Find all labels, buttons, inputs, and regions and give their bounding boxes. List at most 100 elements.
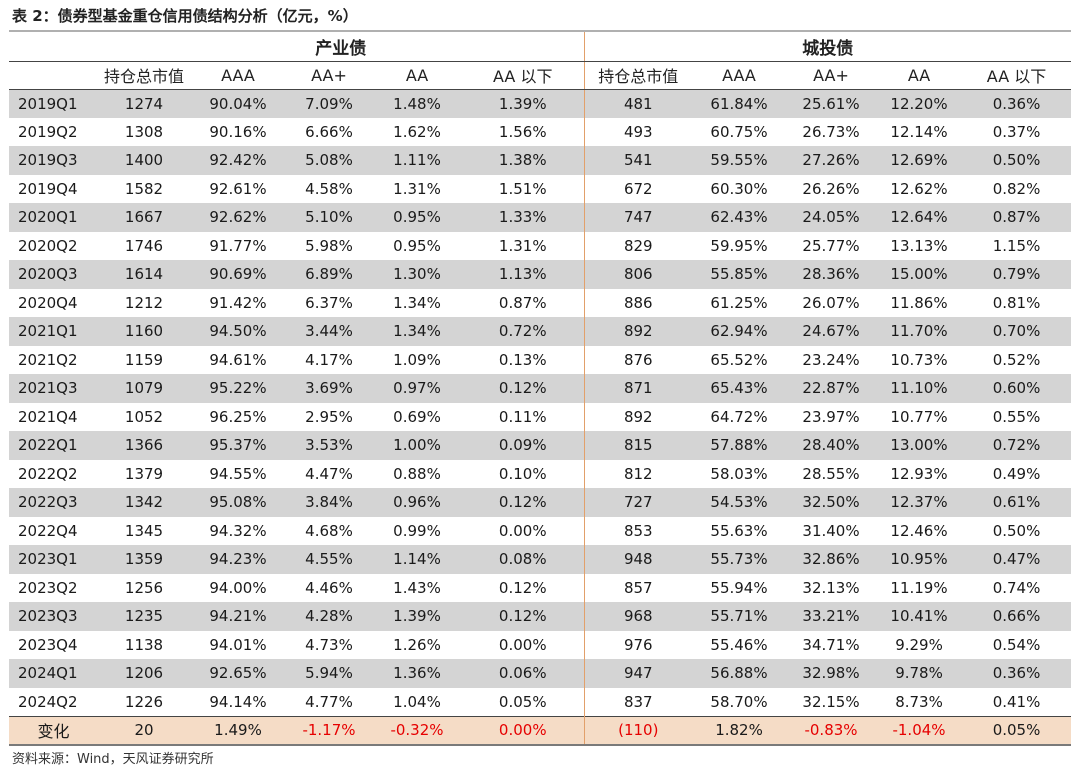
table-cell: 59.55% (692, 146, 787, 175)
table-cell: 94.61% (209, 350, 267, 369)
change-cell: 0.00% (462, 715, 585, 746)
table-cell: 0.36% (962, 659, 1072, 688)
table-cell: 3.44% (286, 317, 372, 346)
table-cell: 11.70% (876, 317, 963, 346)
table-cell: 22.87% (786, 374, 877, 403)
table-cell: 94.50% (190, 317, 286, 346)
table-cell: 948 (583, 545, 693, 574)
table-row: 2019Q3 1400 92.42% 5.08% 1.11% 1.38% 541 59.55%… (9, 146, 1072, 175)
table-cell: 94.00% (209, 578, 267, 597)
period-cell: 2020Q4 (18, 293, 78, 312)
table-cell: 0.95% (372, 203, 462, 232)
table-cell: 1.43% (393, 578, 441, 597)
period-cell: 2019Q4 (18, 179, 78, 198)
period-cell: 2020Q1 (9, 203, 98, 232)
table-cell: 94.01% (209, 635, 267, 654)
table-cell: 90.04% (190, 89, 286, 118)
table-cell: 0.55% (992, 407, 1041, 426)
table-cell: 25.61% (786, 89, 877, 118)
column-header: 持仓总市值 (583, 61, 693, 90)
table-title: 表 2：债券型基金重仓信用债结构分析（亿元，%） (12, 7, 358, 25)
table-row: 2019Q4 1582 92.61% 4.58% 1.31% 1.51% 672 60.30%… (9, 174, 1071, 203)
table-row: 2024Q2 1226 94.14% 4.77% 1.04% 0.05% 837 58.70%… (9, 687, 1071, 716)
table-cell: 0.49% (992, 464, 1041, 483)
table-cell: 12.93% (890, 464, 948, 483)
group-header-urban: 城投债 (583, 30, 1072, 62)
table-cell: 3.84% (286, 488, 372, 517)
column-header: AA 以下 (962, 61, 1072, 90)
table-row: 2022Q4 1345 94.32% 4.68% 0.99% 0.00% 853 55.63%… (9, 516, 1071, 545)
table-cell: 65.52% (710, 350, 768, 369)
table-cell: 55.94% (710, 578, 768, 597)
change-cell: -0.83% (786, 715, 877, 746)
table-cell: 12.64% (876, 203, 963, 232)
table-cell: 92.65% (190, 659, 286, 688)
table-cell: 1.34% (372, 317, 462, 346)
table-cell: 1212 (124, 293, 164, 312)
table-row: 2022Q1 1366 95.37% 3.53% 1.00% 0.09% 815 57.88%… (9, 431, 1072, 460)
table-cell: 1.39% (462, 89, 585, 118)
table-cell: 0.60% (962, 374, 1072, 403)
table-cell: 0.88% (393, 464, 441, 483)
period-cell: 2024Q2 (18, 692, 78, 711)
table-cell: 28.40% (786, 431, 877, 460)
period-cell: 2019Q2 (18, 122, 78, 141)
table-row: 2023Q4 1138 94.01% 4.73% 1.26% 0.00% 976 55.46%… (9, 630, 1071, 659)
table-cell: 1.31% (393, 179, 441, 198)
table-cell: 0.36% (962, 89, 1072, 118)
table-cell: 61.25% (710, 293, 768, 312)
table-cell: 0.12% (462, 488, 585, 517)
table-cell: 24.67% (786, 317, 877, 346)
table-cell: 58.03% (710, 464, 768, 483)
table-row: 2024Q1 1206 92.65% 5.94% 1.36% 0.06% 947 56.88%… (9, 659, 1072, 688)
table-cell: 10.95% (876, 545, 963, 574)
table-cell: 493 (583, 117, 693, 146)
column-header: AAA (190, 61, 286, 90)
table-cell: 1.56% (498, 122, 547, 141)
table-cell: 4.17% (305, 350, 353, 369)
table-cell: 4.58% (305, 179, 353, 198)
table-row: 2021Q4 1052 96.25% 2.95% 0.69% 0.11% 892 64.72%… (9, 402, 1071, 431)
table-cell: 64.72% (710, 407, 768, 426)
period-cell: 2022Q2 (18, 464, 78, 483)
table-cell: 0.70% (962, 317, 1072, 346)
period-cell: 2020Q2 (18, 236, 78, 255)
table-row: 2021Q2 1159 94.61% 4.17% 1.09% 0.13% 876 65.52%… (9, 345, 1071, 374)
table-cell: 23.24% (802, 350, 860, 369)
table-cell: 0.87% (498, 293, 547, 312)
table-cell: 0.05% (498, 692, 547, 711)
table-cell: 13.00% (876, 431, 963, 460)
table-cell: 1.51% (498, 179, 547, 198)
table-row: 2019Q1 1274 90.04% 7.09% 1.48% 1.39% 481 61.84%… (9, 89, 1072, 118)
table-row: 2021Q1 1160 94.50% 3.44% 1.34% 0.72% 892 62.94%… (9, 317, 1072, 346)
column-header: 持仓总市值 (98, 61, 190, 90)
table-cell: 1226 (124, 692, 164, 711)
table-cell: 62.94% (692, 317, 787, 346)
table-cell: 4.55% (286, 545, 372, 574)
table-cell: 0.72% (962, 431, 1072, 460)
table-row: 2020Q4 1212 91.42% 6.37% 1.34% 0.87% 886 61.25%… (9, 288, 1071, 317)
table-cell: 6.37% (305, 293, 353, 312)
table-cell: 55.71% (692, 602, 787, 631)
table-row: 2020Q2 1746 91.77% 5.98% 0.95% 1.31% 829 59.95%… (9, 231, 1071, 260)
table-row: 2020Q1 1667 92.62% 5.10% 0.95% 1.33% 747 62.43%… (9, 203, 1072, 232)
period-cell: 2024Q1 (9, 659, 98, 688)
period-cell: 2019Q3 (9, 146, 98, 175)
table-cell: 1308 (124, 122, 164, 141)
table-cell: 10.41% (876, 602, 963, 631)
table-cell: 95.37% (190, 431, 286, 460)
table-cell: 0.13% (498, 350, 547, 369)
table-cell: 1079 (98, 374, 190, 403)
table-cell: 1.13% (462, 260, 585, 289)
table-cell: 876 (583, 345, 693, 374)
period-cell: 2023Q2 (18, 578, 78, 597)
source-note: 资料来源：Wind，天风证券研究所 (12, 752, 214, 767)
change-cell: 0.05% (962, 715, 1072, 746)
table-cell: 12.37% (876, 488, 963, 517)
table-row: 2021Q3 1079 95.22% 3.69% 0.97% 0.12% 871 65.43%… (9, 374, 1072, 403)
table-cell: 1366 (98, 431, 190, 460)
table-cell: 11.19% (890, 578, 948, 597)
table-cell: 9.29% (895, 635, 943, 654)
table-row: 2019Q2 1308 90.16% 6.66% 1.62% 1.56% 493 60.75%… (9, 117, 1071, 146)
table-cell: 0.81% (992, 293, 1041, 312)
